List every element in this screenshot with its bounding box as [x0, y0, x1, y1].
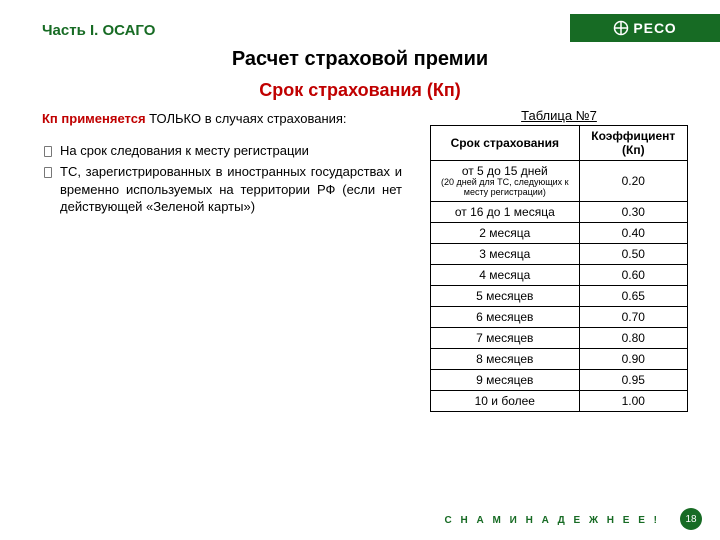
term-cell: 2 месяца [431, 222, 580, 243]
table-row: 2 месяца 0.40 [431, 222, 688, 243]
term-cell: от 5 до 15 дней (20 дней для ТС, следующ… [431, 161, 580, 202]
footer-slogan: С Н А М И Н А Д Е Ж Н Е Е ! [445, 515, 660, 526]
col-coef: Коэффициент (Кп) [579, 126, 687, 161]
coef-cell: 0.50 [579, 243, 687, 264]
term-cell: 7 месяцев [431, 327, 580, 348]
table-row: 8 месяцев 0.90 [431, 348, 688, 369]
coef-cell: 0.95 [579, 369, 687, 390]
page-number-badge: 18 [680, 508, 702, 530]
table-row: 3 месяца 0.50 [431, 243, 688, 264]
part-title: Часть I. ОСАГО [42, 22, 155, 39]
kp-table: Срок страхования Коэффициент (Кп) от 5 д… [430, 125, 688, 412]
term-cell: 10 и более [431, 390, 580, 411]
table-row: 6 месяцев 0.70 [431, 306, 688, 327]
bullet-list: На срок следования к месту регистрации Т… [42, 142, 402, 216]
kp-table-wrap: Таблица №7 Срок страхования Коэффициент … [430, 108, 688, 412]
body-text: Кп применяется ТОЛЬКО в случаях страхова… [42, 110, 402, 220]
coef-cell: 0.65 [579, 285, 687, 306]
term-note: (20 дней для ТС, следующих к месту регис… [437, 178, 573, 198]
term-cell: 3 месяца [431, 243, 580, 264]
coef-cell: 0.90 [579, 348, 687, 369]
coef-cell: 0.20 [579, 161, 687, 202]
coef-cell: 0.80 [579, 327, 687, 348]
slide: Часть I. ОСАГО РЕСО Расчет страховой пре… [0, 0, 720, 540]
term-cell: 9 месяцев [431, 369, 580, 390]
brand-logo-bar: РЕСО [570, 14, 720, 42]
main-title: Расчет страховой премии [0, 48, 720, 71]
lead-red: Кп применяется [42, 111, 146, 126]
table-row: 4 месяца 0.60 [431, 264, 688, 285]
lead-paragraph: Кп применяется ТОЛЬКО в случаях страхова… [42, 110, 402, 128]
term-cell: 8 месяцев [431, 348, 580, 369]
table-body: от 5 до 15 дней (20 дней для ТС, следующ… [431, 161, 688, 412]
brand-text: РЕСО [633, 20, 676, 36]
list-item: ТС, зарегистрированных в иностранных гос… [42, 163, 402, 216]
list-item: На срок следования к месту регистрации [42, 142, 402, 160]
term-text: от 5 до 15 дней [462, 164, 548, 178]
coef-cell: 1.00 [579, 390, 687, 411]
lead-rest: ТОЛЬКО в случаях страхования: [146, 111, 347, 126]
table-row: от 5 до 15 дней (20 дней для ТС, следующ… [431, 161, 688, 202]
reso-logo-icon [613, 20, 629, 36]
coef-cell: 0.40 [579, 222, 687, 243]
table-caption: Таблица №7 [430, 108, 688, 123]
coef-cell: 0.30 [579, 201, 687, 222]
table-row: 9 месяцев 0.95 [431, 369, 688, 390]
sub-title: Срок страхования (Кп) [0, 80, 720, 101]
term-cell: от 16 до 1 месяца [431, 201, 580, 222]
table-row: 7 месяцев 0.80 [431, 327, 688, 348]
coef-cell: 0.70 [579, 306, 687, 327]
term-cell: 6 месяцев [431, 306, 580, 327]
table-row: 5 месяцев 0.65 [431, 285, 688, 306]
coef-cell: 0.60 [579, 264, 687, 285]
table-header-row: Срок страхования Коэффициент (Кп) [431, 126, 688, 161]
term-cell: 4 месяца [431, 264, 580, 285]
table-row: 10 и более 1.00 [431, 390, 688, 411]
term-cell: 5 месяцев [431, 285, 580, 306]
table-row: от 16 до 1 месяца 0.30 [431, 201, 688, 222]
col-term: Срок страхования [431, 126, 580, 161]
